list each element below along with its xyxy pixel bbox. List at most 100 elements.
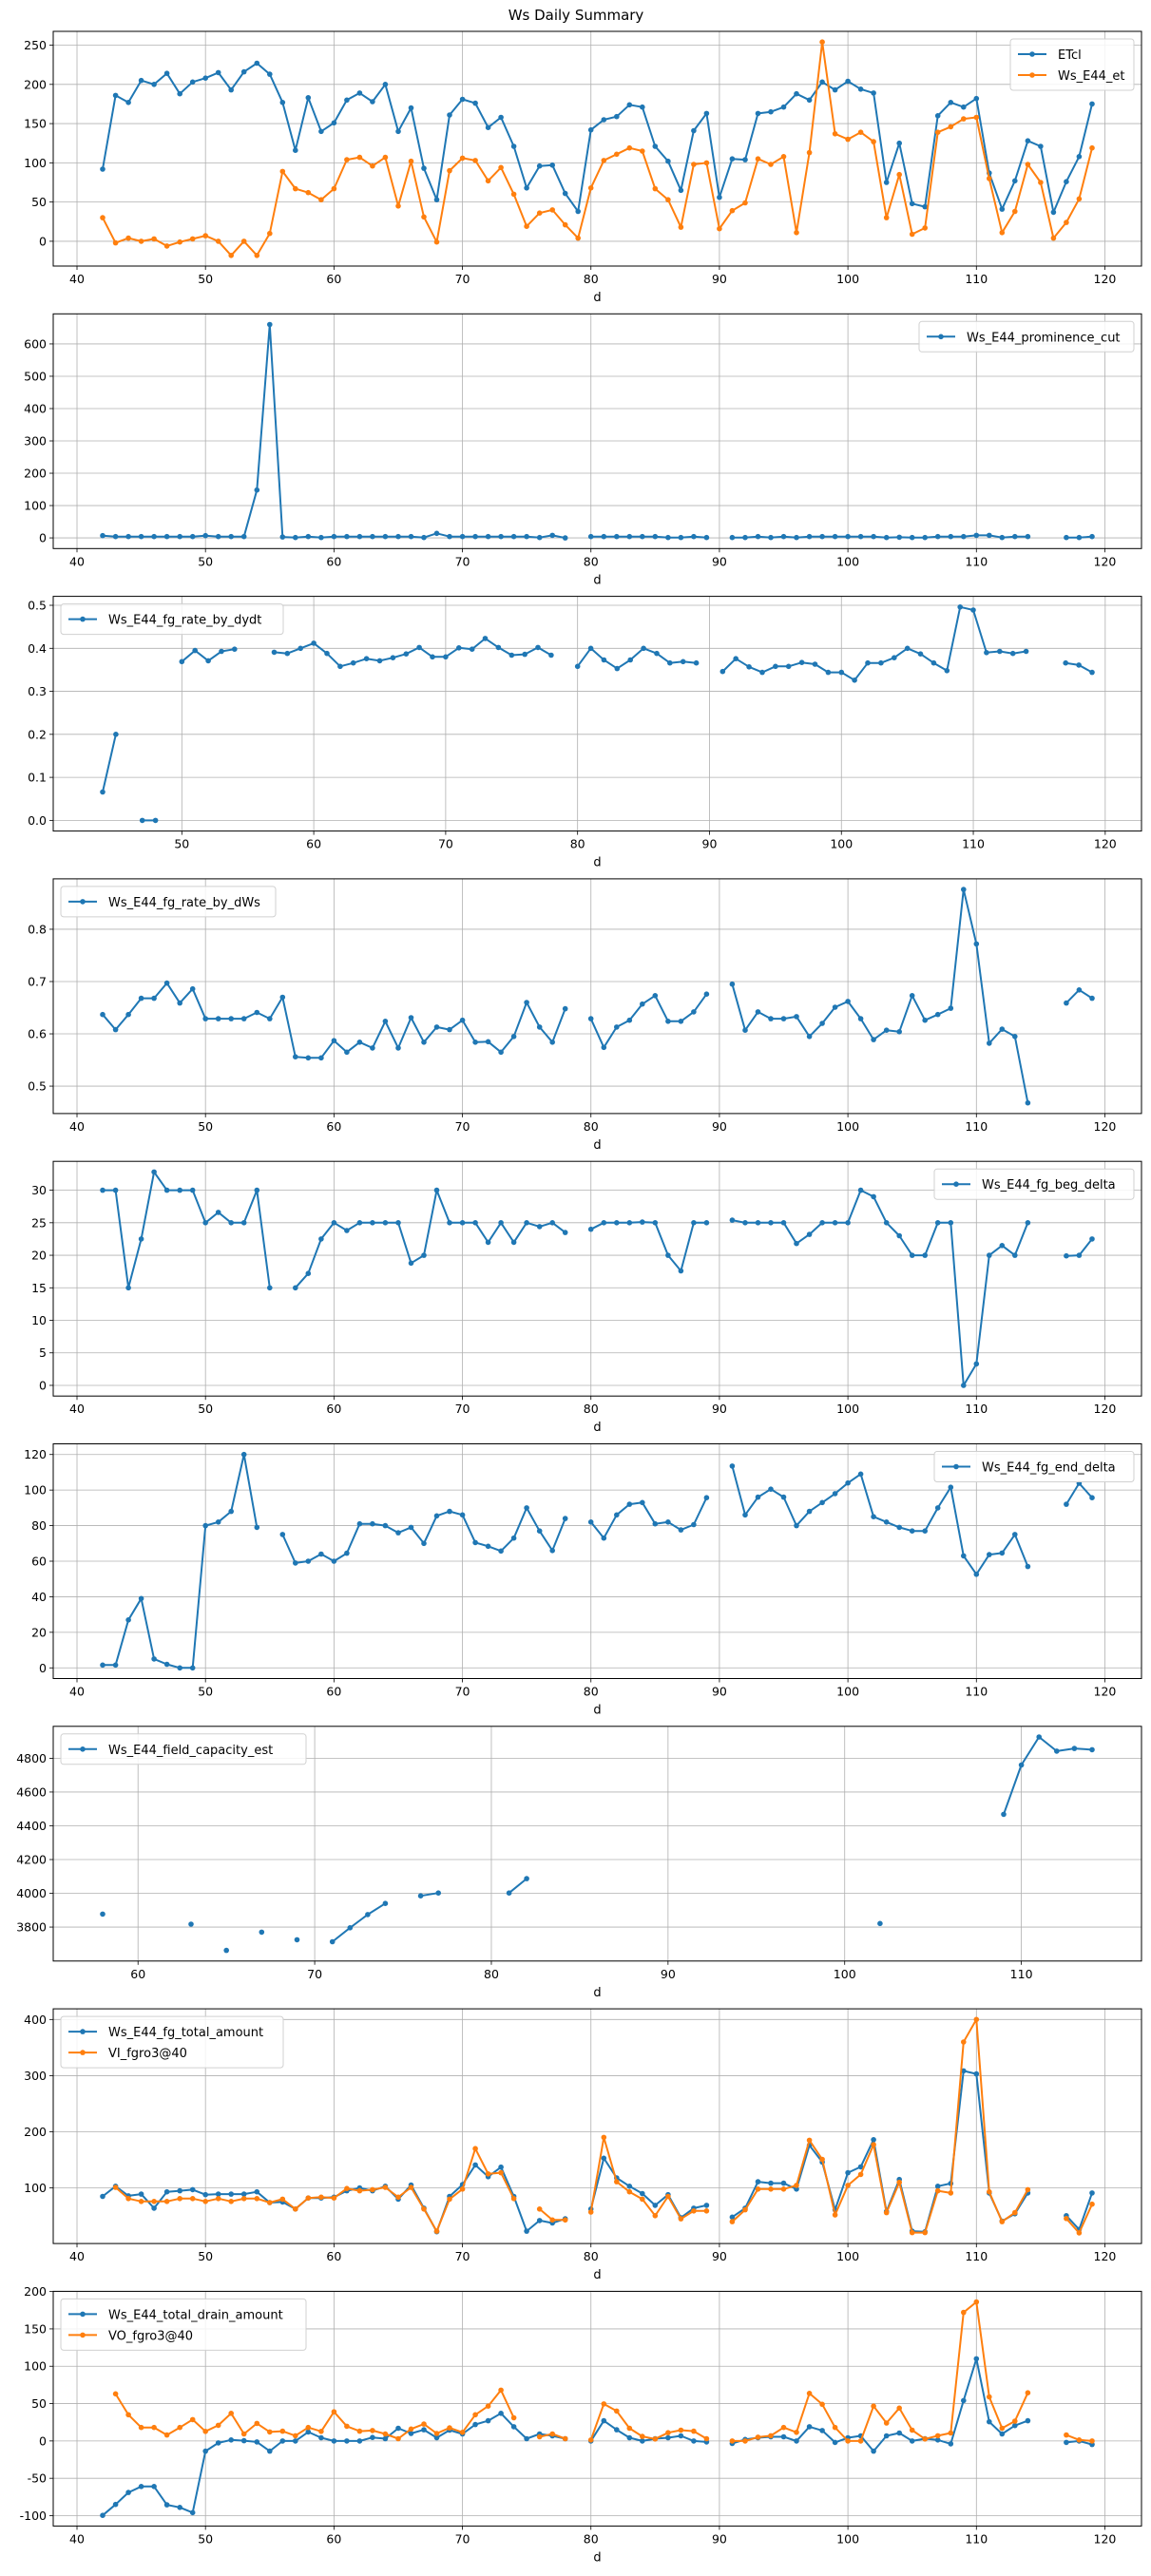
data-point [125, 1011, 131, 1018]
y-tick-label: 4200 [16, 1852, 47, 1866]
data-point [433, 2228, 440, 2234]
data-point [433, 239, 440, 245]
legend-label: Ws_E44_fg_total_amount [108, 2026, 263, 2040]
y-tick-label: 0.0 [28, 813, 47, 828]
data-point [318, 1551, 324, 1557]
data-point [163, 2199, 170, 2204]
data-point [1089, 669, 1095, 676]
plot-area [53, 31, 1141, 266]
data-point [909, 1528, 915, 1534]
data-point [408, 158, 414, 164]
data-point [794, 534, 799, 541]
data-point [202, 233, 208, 239]
axes-frame [52, 30, 1142, 267]
data-point [421, 214, 427, 220]
data-point [806, 533, 813, 540]
data-point [909, 2427, 915, 2433]
y-tick-label: 0.6 [28, 1027, 47, 1041]
data-point [973, 941, 980, 947]
data-point [601, 2134, 607, 2141]
x-tick-label: 100 [836, 1685, 859, 1699]
data-point [973, 1572, 980, 1577]
data-point [878, 659, 884, 666]
data-point [794, 2183, 799, 2188]
y-tick-label: 0.1 [28, 771, 47, 785]
data-point [267, 1016, 273, 1021]
x-tick-label: 90 [712, 272, 727, 286]
data-point [297, 645, 304, 652]
data-point [678, 187, 684, 194]
y-tick-label: 0 [39, 1378, 47, 1392]
data-point [759, 669, 765, 676]
legend-box [60, 886, 277, 918]
x-tick-label: 40 [69, 1119, 85, 1134]
data-point [819, 1021, 825, 1026]
data-point [970, 607, 976, 613]
data-point [627, 657, 633, 663]
data-point [536, 2218, 543, 2223]
y-tick-label: 4000 [16, 1886, 47, 1900]
y-tick-label: 0 [39, 234, 47, 248]
data-point [909, 200, 915, 207]
y-tick-label: 300 [24, 434, 47, 448]
data-point [125, 2490, 131, 2495]
data-point [703, 2203, 710, 2208]
data-point [1071, 1746, 1078, 1751]
legend-marker [938, 334, 944, 340]
data-point [838, 669, 845, 676]
data-point [717, 194, 722, 200]
data-point [768, 1016, 774, 1021]
data-point [601, 2417, 607, 2424]
legend-label: Ws_E44_fg_end_delta [982, 1461, 1116, 1476]
legend-label: Ws_E44_prominence_cut [967, 331, 1121, 345]
data-point [896, 140, 902, 146]
data-point [202, 2191, 208, 2198]
data-point [293, 185, 298, 192]
data-point [279, 1532, 286, 1537]
data-point [189, 1187, 196, 1193]
data-point [151, 2205, 157, 2211]
data-point [382, 533, 389, 540]
axes-frame [52, 878, 1142, 1115]
data-point [524, 1220, 529, 1226]
data-point [279, 2438, 286, 2444]
axes-frame [52, 1726, 1142, 1962]
legend-marker [80, 2332, 86, 2338]
data-point [329, 1938, 336, 1945]
data-point [819, 1499, 825, 1506]
x-tick-label: 60 [306, 837, 321, 851]
data-point [163, 2502, 170, 2508]
data-point [138, 1236, 144, 1242]
data-point [139, 817, 145, 824]
data-point [729, 1463, 736, 1469]
data-point [601, 1044, 607, 1051]
x-tick-label: 110 [965, 1685, 988, 1699]
legend-box [933, 1451, 1135, 1482]
data-point [961, 2039, 967, 2045]
series-line-segment [589, 2419, 707, 2443]
data-point [100, 532, 106, 539]
x-tick-label: 50 [198, 1685, 213, 1699]
data-point [819, 2401, 825, 2408]
data-point [587, 645, 594, 652]
data-point [163, 533, 170, 540]
data-point [293, 1560, 298, 1566]
data-point [742, 1512, 748, 1518]
data-point [806, 2391, 813, 2396]
x-tick-label: 120 [1094, 837, 1117, 851]
data-point [112, 239, 119, 246]
data-point [640, 1219, 645, 1225]
data-point [311, 640, 317, 646]
x-axis-label: d [593, 1138, 601, 1153]
x-tick-label: 40 [69, 2249, 85, 2263]
data-point [459, 1017, 466, 1023]
data-point [215, 2440, 221, 2446]
data-point [510, 2424, 517, 2430]
legend-marker [1029, 72, 1035, 78]
data-point [691, 1009, 697, 1015]
data-point [524, 185, 529, 191]
legend: Ws_E44_fg_beg_delta [933, 1168, 1135, 1200]
data-point [678, 2216, 684, 2222]
series-Ws_E44_prominence_cut [100, 321, 1095, 541]
data-point [138, 995, 144, 1002]
